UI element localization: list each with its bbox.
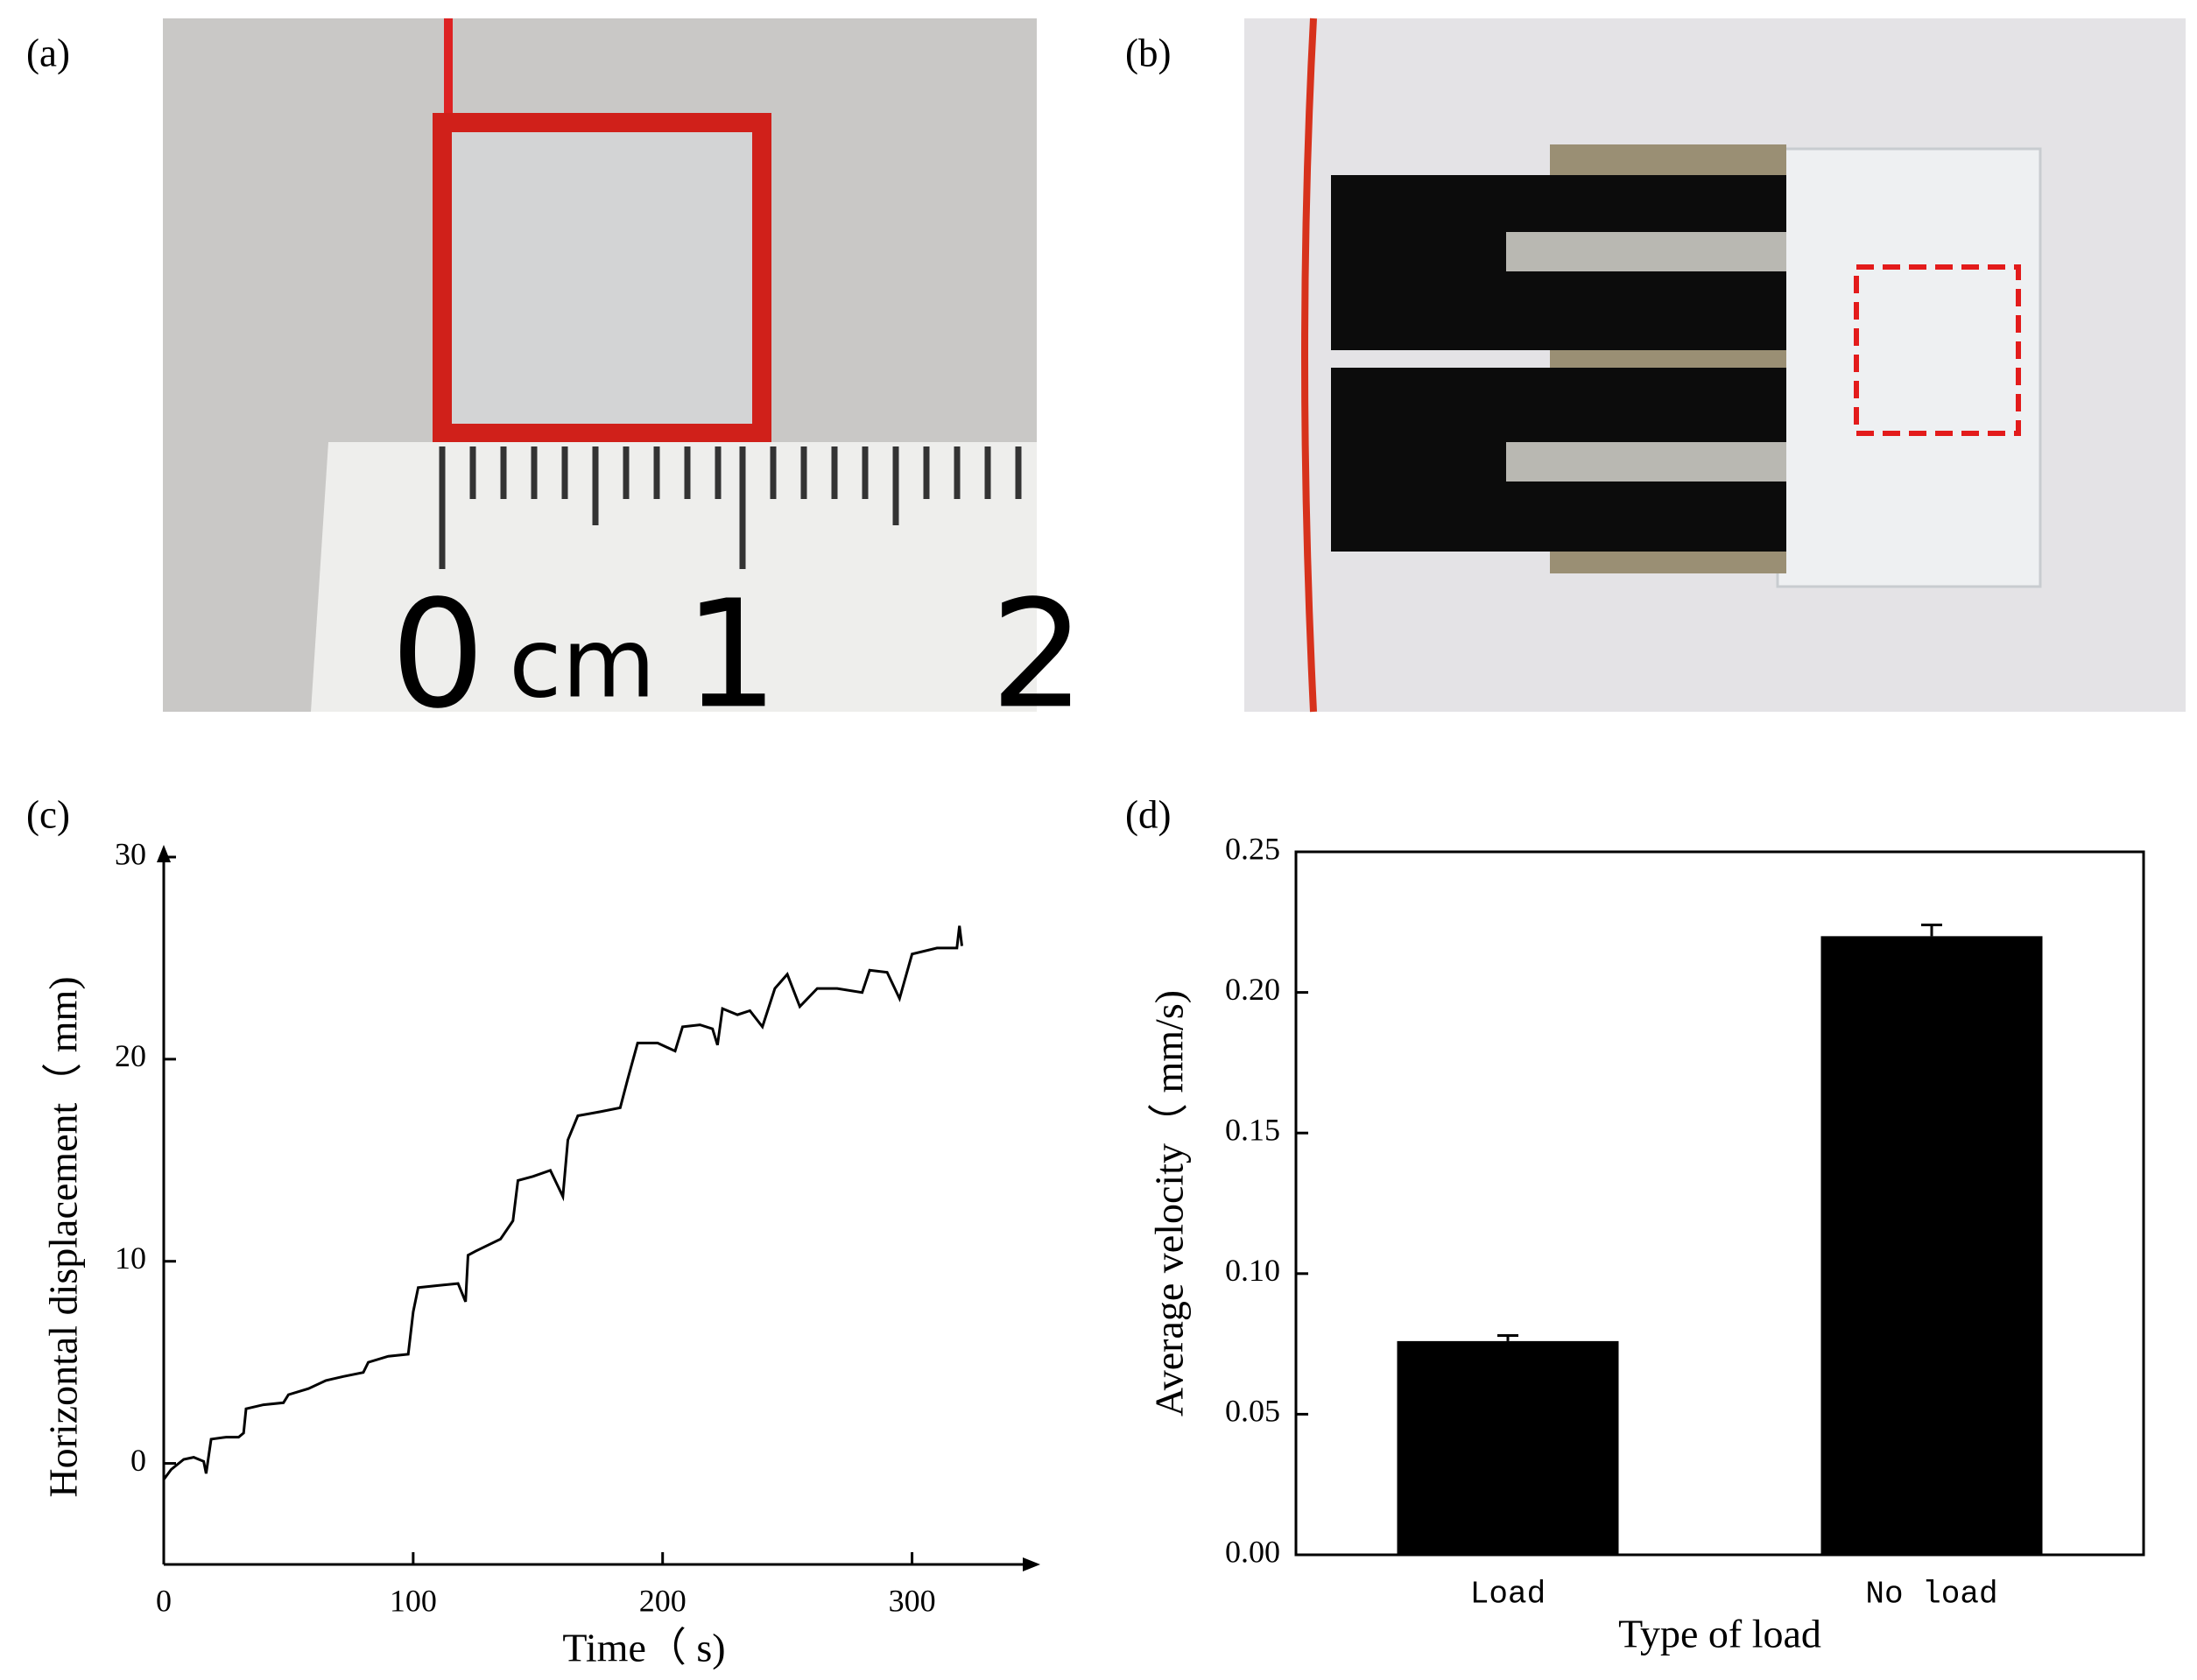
plot-frame [1294, 850, 2145, 1557]
ruler-label: 1 [684, 568, 778, 742]
y-tick-label: 30 [115, 836, 146, 871]
ruler-label: 0 [391, 568, 485, 742]
axis-arrow [1023, 1557, 1040, 1571]
y-tick-label: 0.25 [1225, 831, 1280, 866]
photo-a: 0 cm 1 2 [163, 18, 1085, 742]
y-tick-label: 20 [115, 1038, 146, 1073]
x-tick-label: Load [1470, 1577, 1546, 1613]
y-axis-label: Horizontal displacement（ mm) [41, 976, 86, 1497]
y-tick-label: 0 [130, 1443, 146, 1478]
x-axis-label: Time（ s) [562, 1626, 725, 1670]
x-tick-label: 100 [390, 1583, 437, 1618]
panel-label: (d) [1125, 792, 1171, 836]
y-axis-label: Average velocity（ mm/s) [1147, 990, 1192, 1416]
error-bar [1497, 1333, 1518, 1341]
bar [1397, 1340, 1619, 1555]
panel-label: (c) [26, 792, 70, 836]
axis-arrow [157, 845, 171, 862]
x-tick-label: 300 [889, 1583, 936, 1618]
y-tick-label: 0.15 [1225, 1112, 1280, 1147]
bar [1820, 936, 2043, 1555]
ruler-label: 2 [990, 568, 1085, 742]
error-bar [1921, 924, 1942, 937]
panel-label: (b) [1125, 31, 1171, 74]
y-tick-label: 0.05 [1225, 1394, 1280, 1429]
ruler-label: cm [509, 607, 656, 719]
y-tick-label: 10 [115, 1241, 146, 1276]
y-tick-label: 0.20 [1225, 972, 1280, 1007]
x-tick-label: 0 [156, 1583, 172, 1618]
panel-label: (a) [26, 31, 70, 74]
x-tick-label: 200 [639, 1583, 687, 1618]
y-tick-label: 0.00 [1225, 1534, 1280, 1569]
photo-b [1244, 18, 2186, 713]
y-tick-label: 0.10 [1225, 1253, 1280, 1288]
x-axis-label: Type of load [1618, 1612, 1821, 1656]
x-tick-label: No load [1865, 1577, 1997, 1613]
data-line [162, 925, 963, 1480]
